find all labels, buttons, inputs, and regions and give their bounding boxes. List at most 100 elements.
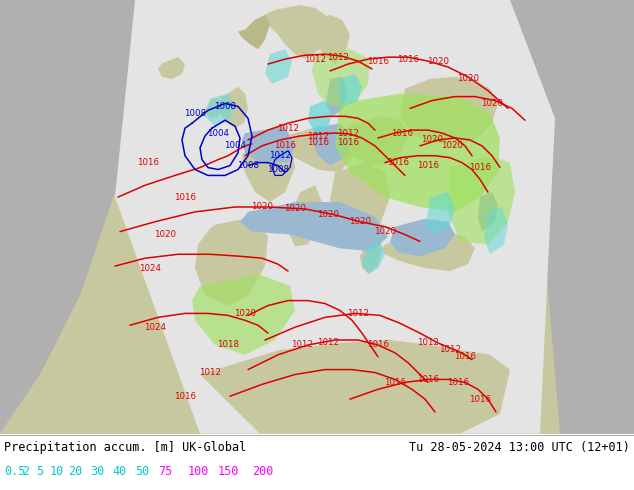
Text: 1016: 1016: [454, 352, 476, 361]
Polygon shape: [390, 219, 455, 256]
Text: 1008: 1008: [184, 109, 206, 118]
Text: 1016: 1016: [307, 138, 329, 147]
Text: 1016: 1016: [447, 378, 469, 387]
Text: Precipitation accum. [m] UK-Global: Precipitation accum. [m] UK-Global: [4, 441, 246, 454]
Polygon shape: [360, 237, 382, 274]
Text: 0.5: 0.5: [4, 466, 25, 478]
Text: 1016: 1016: [367, 341, 389, 349]
Text: 1020: 1020: [441, 141, 463, 150]
Text: 1016: 1016: [174, 193, 196, 201]
Text: 1016: 1016: [397, 54, 419, 64]
Text: 100: 100: [188, 466, 209, 478]
Polygon shape: [288, 185, 322, 246]
Text: 50: 50: [135, 466, 149, 478]
Text: 1020: 1020: [154, 230, 176, 239]
Polygon shape: [262, 5, 330, 59]
Text: 1016: 1016: [417, 161, 439, 170]
Text: 1016: 1016: [469, 394, 491, 404]
Polygon shape: [478, 192, 498, 232]
Polygon shape: [0, 0, 160, 434]
Polygon shape: [265, 49, 292, 84]
Text: 1012: 1012: [347, 309, 369, 318]
Polygon shape: [0, 295, 80, 434]
Polygon shape: [240, 202, 388, 251]
Polygon shape: [115, 0, 555, 434]
Text: 20: 20: [68, 466, 82, 478]
Text: 2: 2: [22, 466, 29, 478]
Polygon shape: [315, 15, 350, 64]
Text: 1008: 1008: [214, 102, 236, 111]
Text: 1020: 1020: [421, 135, 443, 145]
Polygon shape: [312, 49, 370, 106]
Text: Tu 28-05-2024 13:00 UTC (12+01): Tu 28-05-2024 13:00 UTC (12+01): [409, 441, 630, 454]
Text: 40: 40: [112, 466, 126, 478]
Text: 1018: 1018: [217, 341, 239, 349]
Polygon shape: [205, 98, 222, 118]
Text: 1020: 1020: [374, 227, 396, 236]
Text: 1012: 1012: [269, 151, 291, 160]
Polygon shape: [510, 0, 634, 434]
Text: 1012: 1012: [307, 131, 329, 141]
Text: 1004: 1004: [207, 128, 229, 138]
Polygon shape: [158, 57, 185, 79]
Polygon shape: [326, 77, 348, 116]
Polygon shape: [200, 340, 510, 434]
Text: 1012: 1012: [277, 123, 299, 133]
Text: 1016: 1016: [337, 138, 359, 147]
Text: 1024: 1024: [144, 323, 166, 332]
Text: 1012: 1012: [199, 368, 221, 377]
Polygon shape: [484, 207, 508, 254]
Text: 1020: 1020: [427, 57, 449, 66]
Text: 200: 200: [252, 466, 273, 478]
Polygon shape: [242, 126, 295, 163]
Polygon shape: [308, 100, 332, 133]
Text: 1012: 1012: [327, 52, 349, 62]
Text: 1020: 1020: [481, 99, 503, 108]
Text: 1020: 1020: [251, 202, 273, 212]
Polygon shape: [238, 15, 270, 49]
Text: 1012: 1012: [417, 339, 439, 347]
Text: 1012: 1012: [291, 341, 313, 349]
Text: 1016: 1016: [387, 158, 409, 167]
Text: 1004: 1004: [224, 141, 246, 150]
Text: 5: 5: [36, 466, 43, 478]
Polygon shape: [312, 123, 352, 166]
Text: 1016: 1016: [367, 57, 389, 66]
Polygon shape: [400, 77, 498, 146]
Text: 1016: 1016: [384, 378, 406, 387]
Text: 1008: 1008: [267, 165, 289, 174]
Text: 150: 150: [218, 466, 240, 478]
Text: 10: 10: [50, 466, 64, 478]
Text: 1020: 1020: [349, 217, 371, 226]
Text: 1020: 1020: [284, 204, 306, 214]
Polygon shape: [0, 0, 634, 434]
Text: 30: 30: [90, 466, 104, 478]
Text: 1016: 1016: [137, 158, 159, 167]
Polygon shape: [242, 136, 295, 202]
Text: 1012: 1012: [439, 345, 461, 354]
Polygon shape: [192, 274, 295, 355]
Text: 1020: 1020: [317, 210, 339, 220]
Text: 1016: 1016: [391, 128, 413, 138]
Polygon shape: [205, 94, 235, 126]
Polygon shape: [382, 232, 475, 271]
Text: 1012: 1012: [337, 128, 359, 138]
Text: 1012: 1012: [304, 54, 326, 64]
Polygon shape: [425, 192, 455, 235]
Polygon shape: [338, 74, 362, 106]
Text: 1012: 1012: [317, 339, 339, 347]
Text: 1024: 1024: [139, 264, 161, 272]
Polygon shape: [218, 87, 248, 128]
Polygon shape: [328, 163, 390, 237]
Text: 1016: 1016: [469, 163, 491, 172]
Polygon shape: [345, 116, 408, 166]
Text: 1020: 1020: [457, 74, 479, 83]
Text: 1016: 1016: [274, 141, 296, 150]
Polygon shape: [362, 242, 385, 274]
Text: 1016: 1016: [417, 375, 439, 384]
Text: 1020: 1020: [234, 309, 256, 318]
Text: 75: 75: [158, 466, 172, 478]
Polygon shape: [275, 126, 355, 172]
Polygon shape: [335, 94, 500, 212]
Text: 1008: 1008: [237, 161, 259, 170]
